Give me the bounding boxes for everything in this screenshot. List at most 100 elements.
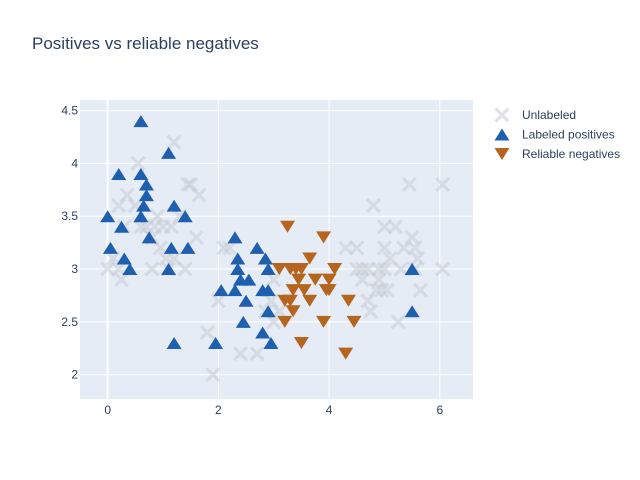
series-unlabeled bbox=[100, 134, 451, 383]
unlabeled-point bbox=[177, 261, 193, 277]
positive-point bbox=[133, 167, 149, 180]
unlabeled-point bbox=[166, 134, 182, 150]
series-negative bbox=[271, 220, 362, 360]
positive-point bbox=[161, 263, 177, 276]
unlabeled-point bbox=[249, 345, 265, 362]
tick-layer: 0 2 4 6 2 2.5 3 3.5 4 4.5 bbox=[61, 104, 443, 417]
negative-point bbox=[327, 263, 343, 276]
positive-point bbox=[208, 337, 224, 350]
legend-marker bbox=[494, 148, 510, 160]
negative-point bbox=[277, 315, 293, 328]
legend-item-reliable-negatives[interactable]: Reliable negatives bbox=[494, 147, 621, 161]
positive-point bbox=[180, 241, 196, 254]
unlabeled-point bbox=[407, 240, 423, 256]
unlabeled-point bbox=[349, 261, 365, 277]
unlabeled-point bbox=[362, 303, 379, 319]
negative-point bbox=[302, 294, 318, 307]
positive-point bbox=[241, 273, 257, 286]
unlabeled-point bbox=[401, 176, 417, 193]
y-tick-label: 4 bbox=[71, 156, 78, 170]
unlabeled-point bbox=[434, 176, 451, 193]
negative-point bbox=[338, 347, 354, 360]
positive-point bbox=[133, 210, 149, 223]
positive-point bbox=[138, 178, 154, 191]
y-tick-label: 3.5 bbox=[61, 209, 78, 223]
positive-point bbox=[227, 231, 243, 244]
unlabeled-point bbox=[188, 229, 204, 245]
negative-point bbox=[293, 337, 309, 350]
unlabeled-point bbox=[266, 314, 282, 330]
unlabeled-point bbox=[390, 314, 406, 330]
negative-point bbox=[321, 284, 337, 297]
negative-point bbox=[280, 220, 296, 233]
legend-item-unlabeled[interactable]: Unlabeled bbox=[494, 107, 577, 123]
points-layer bbox=[100, 115, 451, 383]
negative-point bbox=[293, 263, 309, 276]
unlabeled-point bbox=[100, 261, 116, 277]
positive-point bbox=[100, 210, 116, 223]
x-tick-label: 4 bbox=[326, 403, 333, 417]
unlabeled-point bbox=[379, 282, 395, 298]
negative-point bbox=[316, 315, 332, 328]
unlabeled-point bbox=[130, 155, 146, 172]
positive-point bbox=[235, 315, 251, 328]
y-tick-label: 2.5 bbox=[61, 315, 78, 329]
unlabeled-point bbox=[105, 250, 121, 267]
unlabeled-point bbox=[144, 261, 160, 277]
positive-point bbox=[163, 241, 179, 254]
unlabeled-point bbox=[368, 282, 384, 298]
legend-label: Reliable negatives bbox=[522, 147, 620, 161]
unlabeled-point bbox=[152, 240, 168, 256]
x-tick-label: 2 bbox=[215, 403, 222, 417]
positive-point bbox=[161, 146, 177, 159]
unlabeled-point bbox=[266, 271, 282, 288]
positive-point bbox=[404, 263, 420, 276]
unlabeled-point bbox=[113, 271, 130, 288]
negative-point bbox=[316, 231, 332, 244]
unlabeled-point bbox=[191, 187, 207, 203]
unlabeled-point bbox=[376, 240, 393, 256]
negative-point bbox=[285, 284, 301, 297]
negative-point bbox=[285, 305, 301, 318]
positive-point bbox=[213, 284, 229, 297]
unlabeled-point bbox=[210, 293, 227, 309]
x-tick-label: 0 bbox=[104, 403, 111, 417]
legend-marker bbox=[494, 107, 510, 123]
unlabeled-point bbox=[199, 324, 215, 341]
y-tick-label: 4.5 bbox=[61, 104, 78, 118]
positive-point bbox=[238, 294, 254, 307]
legend-label: Unlabeled bbox=[522, 108, 576, 122]
positive-point bbox=[166, 337, 182, 350]
negative-point bbox=[291, 273, 307, 286]
legend[interactable]: Unlabeled Labeled positives Reliable negat… bbox=[494, 107, 621, 161]
positive-point bbox=[102, 241, 118, 254]
positive-point bbox=[227, 284, 243, 297]
legend-marker bbox=[494, 128, 510, 141]
unlabeled-point bbox=[410, 250, 426, 267]
positive-point bbox=[116, 252, 132, 265]
unlabeled-point bbox=[404, 229, 420, 245]
legend-item-labeled-positives[interactable]: Labeled positives bbox=[494, 128, 615, 142]
positive-point bbox=[136, 199, 152, 212]
negative-point bbox=[296, 284, 312, 297]
positive-point bbox=[255, 326, 271, 339]
positive-point bbox=[122, 263, 138, 276]
unlabeled-point bbox=[393, 261, 409, 277]
negative-point bbox=[346, 315, 362, 328]
unlabeled-point bbox=[376, 219, 393, 235]
y-tick-label: 3 bbox=[71, 262, 78, 276]
positive-point bbox=[114, 220, 130, 233]
positive-point bbox=[249, 241, 265, 254]
negative-point bbox=[271, 263, 287, 276]
unlabeled-point bbox=[338, 240, 354, 256]
positive-point bbox=[260, 305, 276, 318]
unlabeled-point bbox=[354, 271, 370, 288]
series-positive bbox=[100, 115, 420, 350]
positive-point bbox=[257, 252, 273, 265]
negative-point bbox=[302, 252, 318, 265]
unlabeled-point bbox=[349, 240, 365, 256]
positive-point bbox=[141, 231, 157, 244]
unlabeled-point bbox=[365, 198, 381, 214]
unlabeled-point bbox=[111, 261, 127, 277]
